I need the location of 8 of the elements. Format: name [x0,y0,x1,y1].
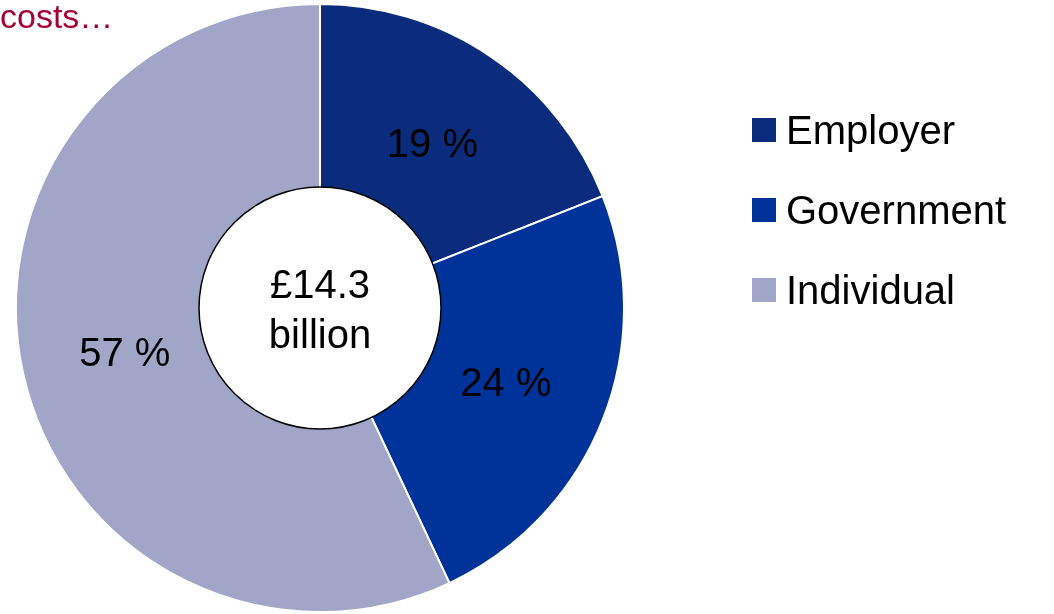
text: £14.3 billion [268,262,372,356]
data-label: 24 % [460,359,552,404]
data-label: 19 % [386,120,478,165]
legend-label: Government [786,188,1007,232]
data-label: 57 % [79,329,171,374]
legend-label: Individual [786,268,956,312]
chart-title: costs… [0,0,114,35]
legend-label: Employer [786,108,955,152]
